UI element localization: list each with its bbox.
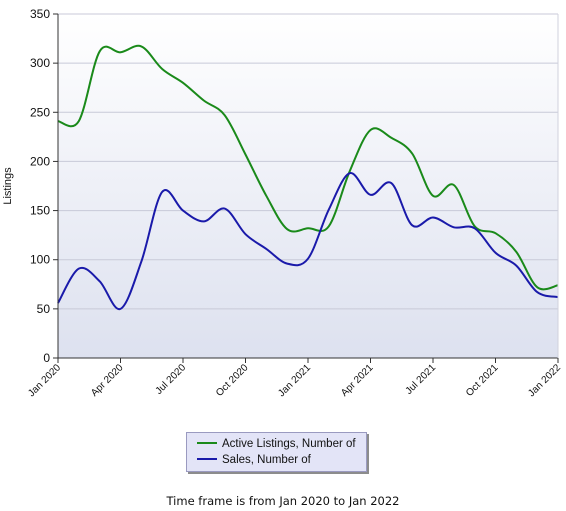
- legend-item-sales: Sales, Number of: [197, 452, 366, 468]
- y-axis-label: Listings: [2, 167, 14, 205]
- y-tick-label: 100: [30, 253, 50, 267]
- y-tick-label: 300: [30, 56, 50, 70]
- x-tick-label: Jan 2022: [526, 362, 563, 399]
- y-tick-label: 250: [30, 105, 50, 119]
- x-tick-label: Oct 2021: [464, 362, 501, 399]
- x-tick-label: Oct 2020: [214, 362, 251, 399]
- x-tick-label: Apr 2021: [339, 362, 376, 399]
- legend-label: Sales, Number of: [222, 454, 311, 466]
- y-tick-label: 0: [43, 351, 50, 365]
- y-tick-label: 50: [37, 302, 51, 316]
- x-tick-label: Apr 2020: [89, 362, 126, 399]
- legend-label: Active Listings, Number of: [222, 438, 356, 450]
- x-tick-label: Jul 2020: [154, 362, 189, 397]
- legend-swatch-blue: [197, 457, 217, 460]
- timeframe-note: Time frame is from Jan 2020 to Jan 2022: [166, 494, 400, 508]
- y-tick-label: 200: [30, 154, 50, 168]
- x-tick-label: Jul 2021: [404, 362, 439, 397]
- legend-swatch-green: [197, 441, 217, 444]
- legend-item-active-listings: Active Listings, Number of: [197, 436, 366, 452]
- y-tick-label: 150: [30, 204, 50, 218]
- plot-area: [58, 14, 558, 358]
- x-tick-label: Jan 2021: [276, 362, 313, 399]
- legend: Active Listings, Number of Sales, Number…: [186, 432, 367, 472]
- x-tick-label: Jan 2020: [26, 362, 63, 399]
- y-tick-label: 350: [30, 7, 50, 21]
